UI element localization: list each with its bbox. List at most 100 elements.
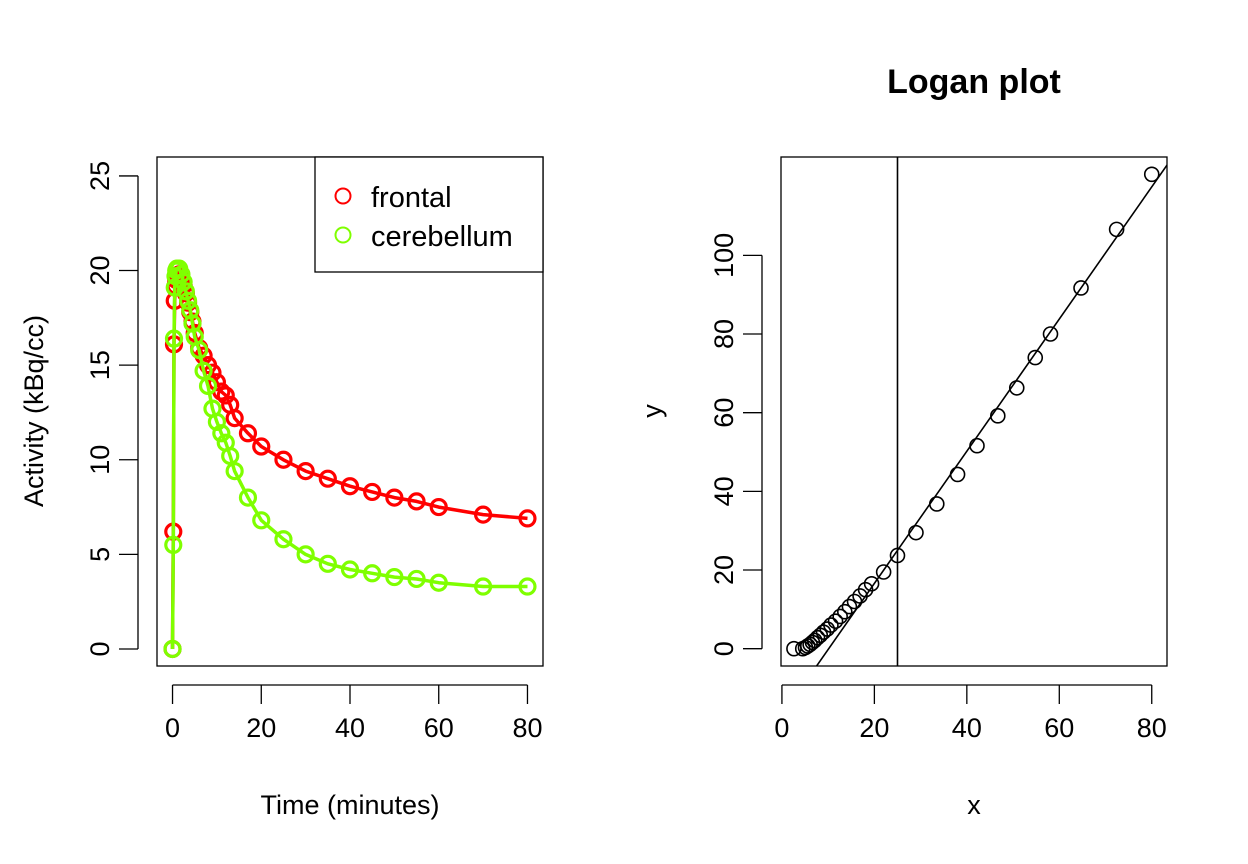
logan-plot-x-tick-label: 40 [952, 713, 982, 743]
logan-data-point [819, 621, 836, 637]
data-point-cerebellum [363, 564, 382, 583]
legend-label-cerebellum: cerebellum [371, 221, 513, 253]
data-point-cerebellum [207, 412, 226, 432]
data-point-frontal [340, 477, 360, 496]
logan-plot-y-tick-label: 60 [709, 398, 739, 428]
legend-label-frontal: frontal [371, 182, 452, 214]
logan-plot-y-axis-label: y [637, 404, 667, 418]
legend-box [314, 156, 544, 273]
activity-chart-x-axis: 0 20 40 60 80 [165, 684, 542, 743]
logan-plot-y-tick-label: 40 [709, 476, 739, 506]
data-point-frontal [518, 509, 537, 528]
data-point-frontal [207, 373, 226, 392]
activity-chart-y-tick-label: 5 [85, 547, 115, 562]
data-point-cerebellum [174, 272, 193, 291]
logan-data-point [990, 408, 1006, 424]
data-point-cerebellum [176, 282, 195, 301]
activity-chart-axes: 0 20 40 60 80 0 5 10 15 20 25 [85, 161, 542, 743]
data-point-frontal [474, 505, 493, 524]
data-point-cerebellum [163, 639, 182, 659]
logan-plot-y-tick-label: 0 [709, 641, 739, 656]
activity-chart-y-axis: 0 5 10 15 20 25 [85, 161, 139, 656]
logan-plot-title: Logan plot [887, 63, 1061, 101]
activity-chart-y-tick-label: 0 [85, 641, 115, 656]
logan-data-point [827, 613, 844, 629]
data-point-cerebellum [198, 376, 218, 396]
logan-plot-x-axis-label: x [967, 790, 981, 820]
legend-swatch-frontal [334, 187, 352, 205]
logan-data-point [969, 437, 985, 454]
data-point-frontal [429, 497, 448, 517]
logan-plot-x-tick-label: 0 [774, 713, 789, 743]
activity-chart-marks [163, 259, 537, 659]
logan-data-point [1073, 280, 1089, 296]
data-point-cerebellum [407, 569, 426, 589]
data-point-cerebellum [225, 462, 244, 481]
activity-chart-y-tick-label: 20 [85, 256, 115, 286]
data-point-frontal [363, 482, 382, 502]
activity-chart-x-tick-label: 20 [246, 713, 276, 743]
legend-swatch-cerebellum [334, 226, 352, 244]
logan-data-point [875, 564, 892, 580]
data-point-cerebellum [274, 530, 293, 549]
logan-data-point [949, 466, 966, 483]
data-point-frontal [225, 409, 244, 428]
logan-plot-x-tick-label: 60 [1044, 713, 1074, 743]
logan-data-point [863, 575, 880, 592]
data-point-cerebellum [474, 577, 493, 596]
logan-plot-marks [786, 157, 1167, 666]
data-point-frontal [407, 492, 426, 511]
activity-chart-x-axis-label: Time (minutes) [260, 790, 439, 820]
data-point-frontal [238, 424, 258, 443]
logan-plot-x-tick-label: 80 [1137, 713, 1167, 743]
logan-plot-y-tick-label: 100 [709, 233, 739, 278]
activity-chart-x-tick-label: 0 [165, 713, 180, 743]
activity-chart: 0 20 40 60 80 0 5 10 15 20 25 frontal cerebellum T… [19, 156, 544, 820]
logan-data-point [846, 593, 863, 610]
data-point-frontal [216, 386, 235, 405]
data-point-cerebellum [385, 567, 404, 587]
logan-data-point [832, 608, 848, 625]
regression-line [815, 164, 1167, 666]
logan-data-point [806, 632, 823, 649]
data-point-frontal [296, 462, 315, 481]
logan-plot-x-tick-label: 20 [859, 713, 889, 743]
data-point-frontal [252, 437, 271, 456]
data-point-cerebellum [518, 577, 537, 596]
logan-plot: Logan plot 0 20 40 60 80 0 20 40 60 80 100 x y [637, 63, 1168, 820]
data-point-cerebellum [429, 573, 448, 592]
activity-chart-x-tick-label: 80 [512, 713, 542, 743]
logan-data-point [1027, 349, 1044, 366]
series-line-cerebellum [170, 266, 528, 650]
data-point-frontal [274, 450, 293, 469]
logan-data-point [1042, 326, 1059, 342]
logan-plot-y-axis: 0 20 40 60 80 100 [709, 233, 763, 656]
logan-data-point [908, 524, 924, 541]
activity-chart-x-tick-label: 60 [424, 713, 454, 743]
data-point-frontal [385, 488, 404, 507]
activity-chart-y-tick-label: 25 [85, 161, 115, 191]
logan-data-point [841, 598, 858, 615]
data-point-cerebellum [318, 554, 337, 573]
logan-data-point [857, 581, 874, 598]
activity-chart-legend: frontal cerebellum [314, 156, 544, 273]
data-point-cerebellum [252, 511, 271, 530]
data-point-cerebellum [238, 488, 258, 507]
data-point-cerebellum [340, 560, 360, 579]
activity-chart-y-tick-label: 10 [85, 445, 115, 475]
logan-data-point [1143, 166, 1160, 183]
logan-data-point [1008, 380, 1025, 396]
logan-data-point [823, 617, 839, 633]
data-point-cerebellum [178, 291, 198, 310]
data-point-cerebellum [212, 424, 231, 443]
data-point-cerebellum [164, 329, 184, 348]
logan-data-point [809, 629, 826, 646]
data-point-frontal [318, 469, 337, 488]
data-point-cerebellum [164, 535, 183, 554]
activity-chart-y-tick-label: 15 [85, 350, 115, 380]
logan-plot-plot-box [780, 156, 1168, 667]
activity-chart-y-axis-label: Activity (kBq/cc) [19, 315, 49, 507]
logan-plot-x-axis: 0 20 40 60 80 [774, 684, 1167, 743]
data-point-cerebellum [296, 545, 315, 564]
